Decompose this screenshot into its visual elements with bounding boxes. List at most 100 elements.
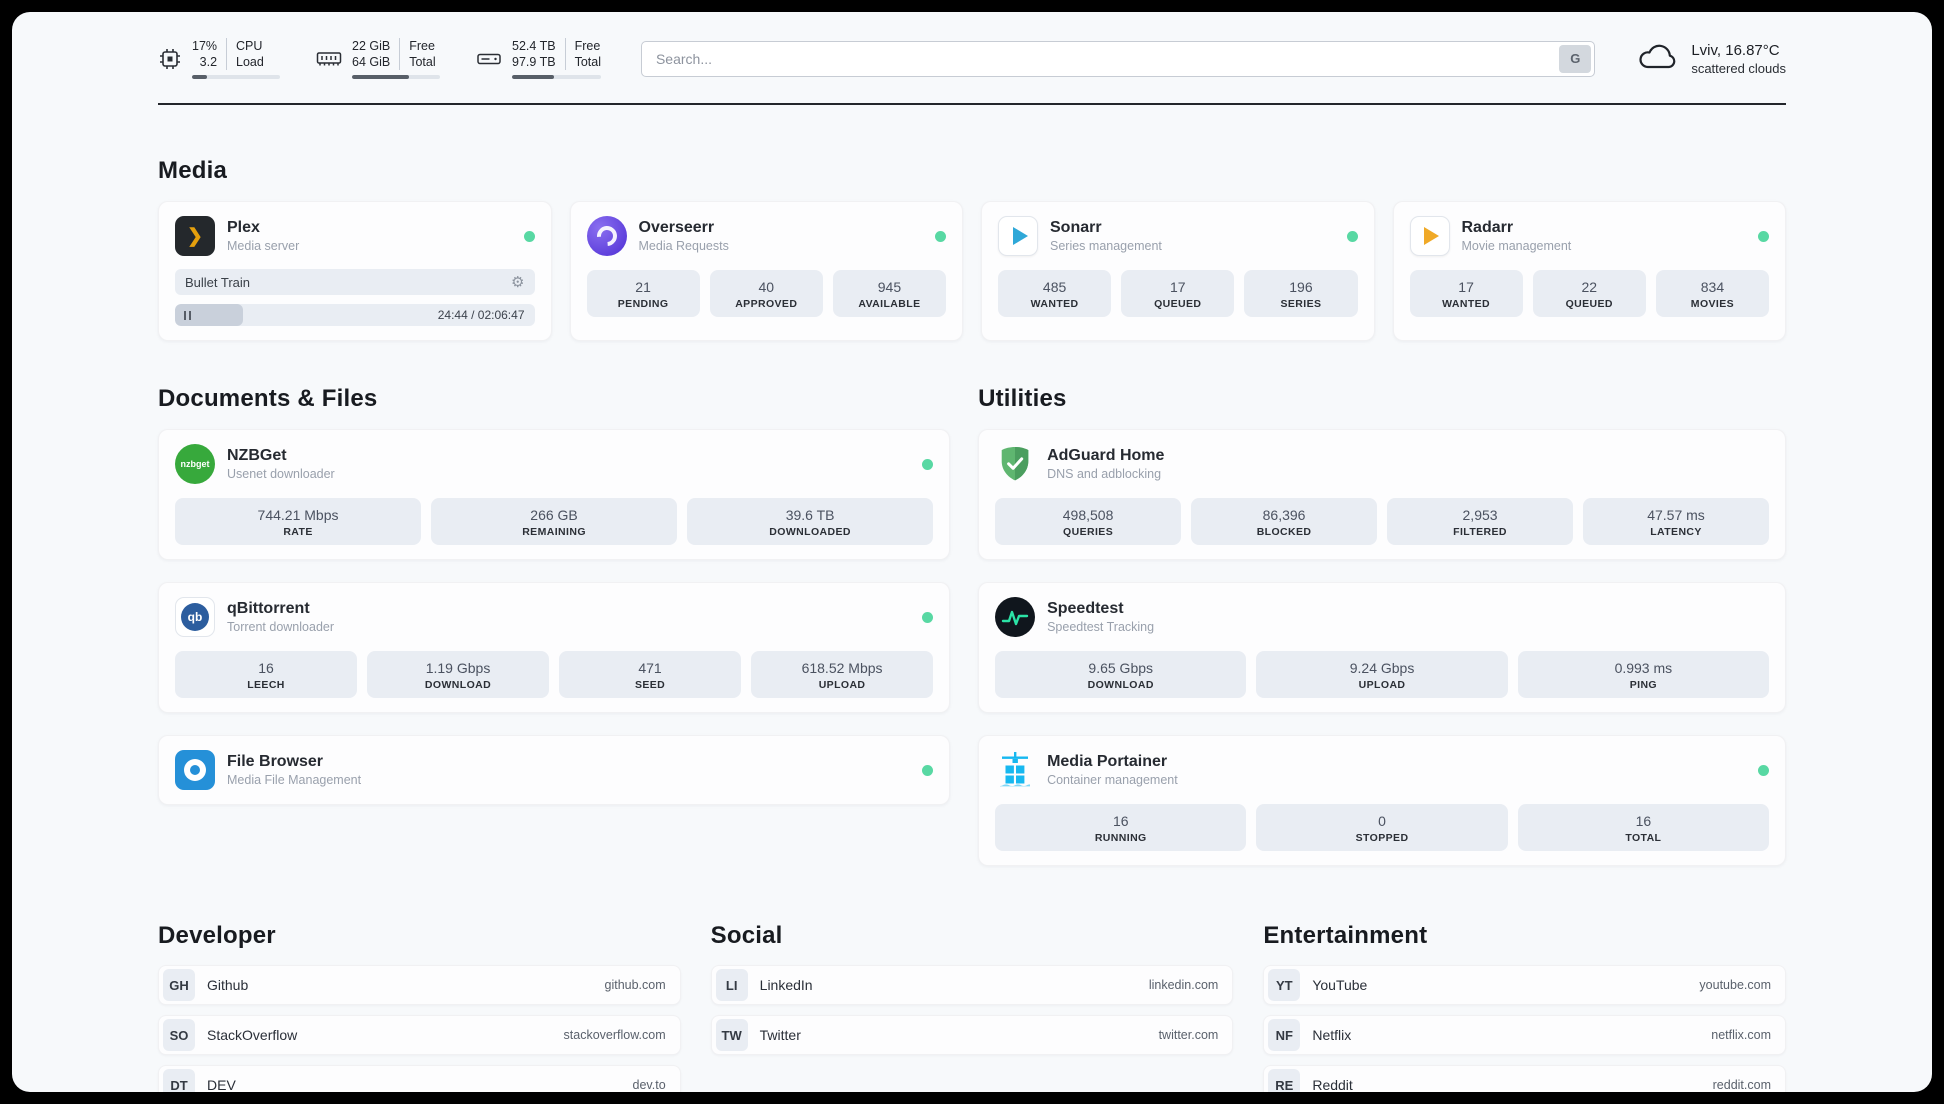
utilities-column: Utilities AdGuard Home <box>978 385 1786 866</box>
app-subtitle: Series management <box>1050 238 1162 253</box>
bookmark-abbr: DT <box>163 1069 195 1092</box>
media-grid: ❯ Plex Media server Bullet Train ⚙ 24:44… <box>158 201 1786 341</box>
bookmark-abbr: RE <box>1268 1069 1301 1092</box>
bookmark-domain: github.com <box>604 978 666 992</box>
ram-total-label: Total <box>409 55 436 69</box>
bookmark-linkedin[interactable]: LI LinkedIn linkedin.com <box>710 965 1234 1005</box>
stat-box: 498,508 QUERIES <box>995 498 1182 545</box>
app-card-qbittorrent[interactable]: qb qBittorrent Torrent downloader 16 LEE… <box>158 582 951 713</box>
stat-box: 471 SEED <box>559 651 742 698</box>
stat-box: 17 WANTED <box>1409 270 1523 317</box>
bookmark-name: LinkedIn <box>759 977 813 993</box>
bookmark-group-entertainment: Entertainment YT YouTube youtube.com NF … <box>1263 922 1786 1092</box>
overseerr-icon <box>586 216 627 256</box>
app-subtitle: Media File Management <box>227 772 362 787</box>
now-playing-bar: Bullet Train ⚙ <box>175 269 535 295</box>
disk-metric: 52.4 TB 97.9 TB Free Total <box>476 38 601 79</box>
section-title-utilities: Utilities <box>978 385 1067 412</box>
cpu-icon <box>158 47 182 71</box>
cpu-progress-bar <box>192 75 280 79</box>
bookmark-domain: reddit.com <box>1712 1078 1771 1092</box>
app-name: Speedtest <box>1047 599 1124 617</box>
disk-total-value: 97.9 TB <box>512 55 556 69</box>
ram-progress-bar <box>352 75 440 79</box>
app-name: qBittorrent <box>227 599 310 617</box>
section-title-developer: Developer <box>158 922 276 949</box>
cpu-usage-value: 17% <box>192 39 218 53</box>
section-title-social: Social <box>710 922 783 949</box>
bookmark-name: DEV <box>207 1077 236 1092</box>
section-title-entertainment: Entertainment <box>1263 922 1428 949</box>
dashboard-frame: 17% 3.2 CPU Load <box>12 12 1932 1092</box>
bookmark-reddit[interactable]: RE Reddit reddit.com <box>1263 1065 1786 1092</box>
bookmark-youtube[interactable]: YT YouTube youtube.com <box>1263 965 1786 1005</box>
pause-icon[interactable] <box>184 310 191 320</box>
stat-box: 16 RUNNING <box>995 804 1247 851</box>
stat-box: 2,953 FILTERED <box>1387 498 1574 545</box>
bookmark-dev[interactable]: DT DEV dev.to <box>158 1065 681 1092</box>
search-input[interactable] <box>640 40 1596 77</box>
bookmark-group-social: Social LI LinkedIn linkedin.com TW Twitt… <box>710 922 1234 1092</box>
app-card-nzbget[interactable]: nzbget NZBGet Usenet downloader 744.21 M… <box>158 429 951 560</box>
app-card-radarr[interactable]: Radarr Movie management 17 WANTED 22 QUE… <box>1392 201 1786 341</box>
app-card-filebrowser[interactable]: File Browser Media File Management <box>158 735 951 805</box>
stat-box: 39.6 TB DOWNLOADED <box>687 498 934 545</box>
stat-box: 16 LEECH <box>175 651 358 698</box>
app-subtitle: Torrent downloader <box>227 619 335 634</box>
search-engine-button[interactable]: G <box>1559 44 1592 73</box>
app-card-plex[interactable]: ❯ Plex Media server Bullet Train ⚙ 24:44… <box>158 201 552 341</box>
bookmark-twitter[interactable]: TW Twitter twitter.com <box>710 1015 1234 1055</box>
app-subtitle: Media Requests <box>638 238 729 253</box>
status-dot <box>1346 230 1358 242</box>
bookmark-github[interactable]: GH Github github.com <box>158 965 681 1005</box>
filebrowser-icon <box>175 750 215 790</box>
status-dot <box>523 230 535 242</box>
app-card-adguard[interactable]: AdGuard Home DNS and adblocking 498,508 … <box>978 429 1786 560</box>
bookmark-name: Netflix <box>1312 1027 1352 1043</box>
app-name: AdGuard Home <box>1047 446 1165 464</box>
stat-box: 47.57 ms LATENCY <box>1583 498 1770 545</box>
stat-box: 0.993 ms PING <box>1517 651 1770 698</box>
app-name: Overseerr <box>638 218 715 236</box>
stat-box: 16 TOTAL <box>1517 804 1770 851</box>
app-name: Plex <box>227 218 260 236</box>
ram-total-value: 64 GiB <box>352 55 391 69</box>
bookmark-netflix[interactable]: NF Netflix netflix.com <box>1263 1015 1786 1055</box>
stat-box: 21 PENDING <box>586 270 700 317</box>
stat-box: 40 APPROVED <box>709 270 823 317</box>
bookmark-name: Reddit <box>1312 1077 1353 1092</box>
bookmark-name: Github <box>207 977 249 993</box>
cpu-metric: 17% 3.2 CPU Load <box>158 38 280 79</box>
stat-box: 17 QUEUED <box>1121 270 1235 317</box>
app-name: NZBGet <box>227 446 287 464</box>
system-metrics: 17% 3.2 CPU Load <box>158 38 601 79</box>
app-card-overseerr[interactable]: Overseerr Media Requests 21 PENDING 40 A… <box>569 201 963 341</box>
stat-box: 945 AVAILABLE <box>832 270 947 317</box>
app-card-sonarr[interactable]: Sonarr Series management 485 WANTED 17 Q… <box>981 201 1375 341</box>
ram-free-value: 22 GiB <box>352 39 391 53</box>
sonarr-icon <box>998 216 1038 256</box>
disk-icon <box>476 48 502 70</box>
stat-box: 0 STOPPED <box>1256 804 1508 851</box>
app-card-speedtest[interactable]: Speedtest Speedtest Tracking 9.65 Gbps D… <box>978 582 1786 713</box>
header: 17% 3.2 CPU Load <box>158 12 1786 79</box>
gear-icon[interactable]: ⚙ <box>511 273 525 291</box>
bookmark-domain: twitter.com <box>1158 1028 1219 1042</box>
stat-box: 86,396 BLOCKED <box>1191 498 1378 545</box>
status-dot <box>935 230 946 242</box>
stat-box: 485 WANTED <box>998 270 1112 317</box>
app-subtitle: DNS and adblocking <box>1047 466 1162 481</box>
bookmark-stackoverflow[interactable]: SO StackOverflow stackoverflow.com <box>158 1015 681 1055</box>
bookmark-abbr: NF <box>1268 1019 1301 1051</box>
bookmark-group-developer: Developer GH Github github.com SO StackO… <box>158 922 681 1092</box>
portainer-icon <box>995 750 1035 790</box>
app-subtitle: Movie management <box>1461 238 1572 253</box>
app-card-portainer[interactable]: Media Portainer Container management 16 … <box>978 735 1786 866</box>
app-subtitle: Media server <box>227 238 300 253</box>
app-name: Media Portainer <box>1047 752 1168 770</box>
playback-progress-bar[interactable]: 24:44 / 02:06:47 <box>175 304 535 326</box>
stat-box: 834 MOVIES <box>1655 270 1770 317</box>
bookmark-abbr: YT <box>1268 969 1301 1001</box>
bookmark-abbr: SO <box>163 1019 195 1051</box>
